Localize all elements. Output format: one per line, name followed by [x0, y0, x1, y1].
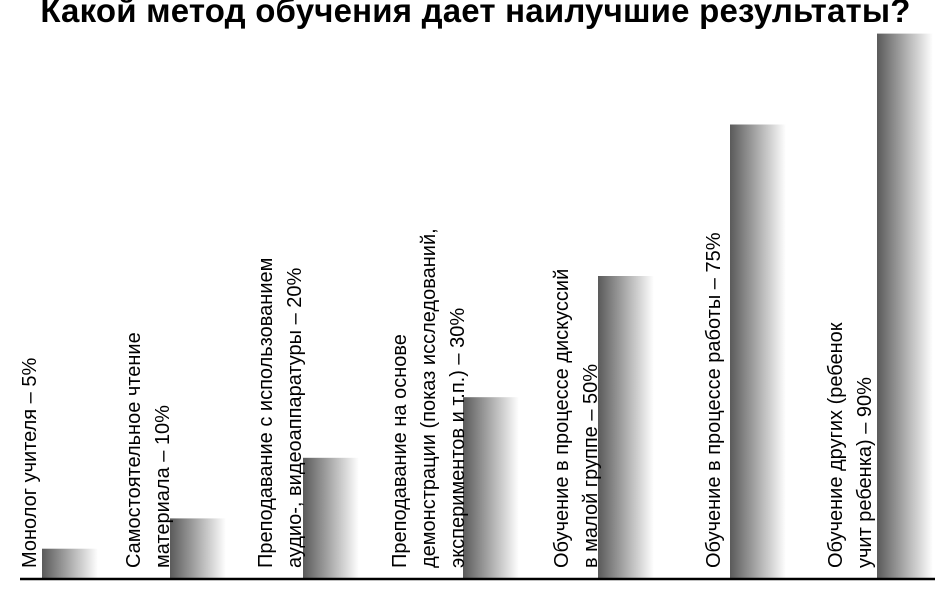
bar-label-6: Обучение в процессе работы – 75% — [703, 232, 725, 568]
bar-label-line: материала – 10% — [152, 405, 174, 568]
bar-label-4: Преподавание на основе демонстрации (пока… — [389, 228, 469, 568]
bar-5 — [598, 276, 654, 579]
bar-label-line: в малой группе – 50% — [580, 364, 602, 568]
bar-label-2: Самостоятельное чтение материала – 10% — [123, 332, 174, 568]
bar-6 — [730, 124, 786, 579]
bar-label-line: Преподавание с использованием — [255, 258, 277, 568]
bar-label-line: Самостоятельное чтение — [123, 332, 145, 568]
chart-title: Какой метод обучения дает наилучшие резу… — [40, 0, 911, 29]
bar-label-line: Обучение в процессе работы – 75% — [703, 232, 725, 568]
bar-label-5: Обучение в процессе дискуссий в малой гру… — [551, 269, 602, 568]
bar-label-line: учит ребенка) – 90% — [854, 377, 876, 568]
bar-1 — [42, 548, 98, 579]
bar-label-line: демонстрации (показ исследований, — [418, 228, 440, 568]
bar-7 — [877, 33, 933, 580]
bar-label-line: Преподавание на основе — [389, 334, 411, 568]
bars-layer — [42, 33, 933, 580]
labels-layer: Монолог учителя – 5% Самостоятельное чтен… — [19, 228, 876, 568]
bar-label-line: Монолог учителя – 5% — [19, 358, 41, 568]
bar-label-line: аудио-, видеоаппаратуры – 20% — [284, 267, 306, 568]
bar-label-3: Преподавание с использованием аудио-, вид… — [255, 258, 306, 568]
bar-label-line: Обучение других (ребенок — [825, 322, 847, 568]
bar-label-1: Монолог учителя – 5% — [19, 358, 41, 568]
bar-3 — [303, 457, 359, 579]
bar-label-line: Обучение в процессе дискуссий — [551, 269, 573, 568]
bar-2 — [170, 518, 226, 579]
bar-4 — [463, 397, 519, 579]
bar-label-line: экспериментов и т.п.) – 30% — [447, 308, 469, 568]
bar-label-7: Обучение других (ребенок учит ребенка) – … — [825, 322, 876, 568]
